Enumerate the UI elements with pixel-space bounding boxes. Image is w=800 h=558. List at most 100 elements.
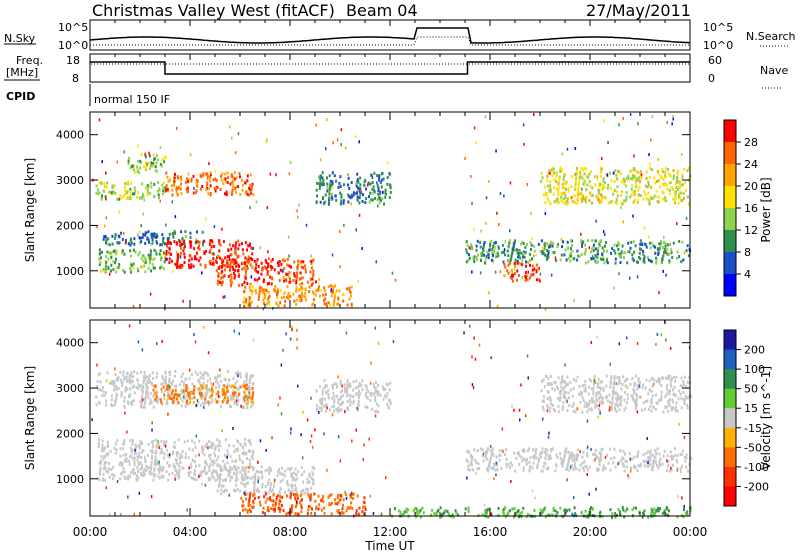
data-point xyxy=(179,465,181,468)
data-point xyxy=(210,184,212,187)
data-point xyxy=(570,255,572,258)
data-point xyxy=(549,180,551,183)
data-point xyxy=(631,184,633,187)
data-point xyxy=(472,468,474,471)
data-point xyxy=(244,261,246,264)
data-point xyxy=(532,448,534,451)
data-point xyxy=(650,186,652,189)
data-point xyxy=(572,459,574,462)
data-point xyxy=(301,291,303,294)
data-point xyxy=(161,451,163,454)
data-point xyxy=(604,261,606,264)
data-point xyxy=(620,172,622,175)
data-point xyxy=(626,508,628,511)
data-point xyxy=(131,400,133,403)
data-point xyxy=(283,280,285,283)
data-point xyxy=(635,507,637,510)
data-point xyxy=(243,477,245,480)
data-point xyxy=(531,258,533,261)
data-point xyxy=(196,230,198,233)
noise-point xyxy=(649,163,651,166)
data-point xyxy=(649,176,651,179)
noise-point xyxy=(527,183,529,186)
data-point xyxy=(192,459,194,462)
data-point xyxy=(503,512,505,515)
data-point xyxy=(298,513,300,516)
noise-point xyxy=(644,227,646,230)
data-point xyxy=(153,195,155,198)
data-point xyxy=(658,173,660,176)
noise-point xyxy=(296,346,298,349)
data-point xyxy=(626,378,628,381)
data-point xyxy=(103,238,105,241)
data-point xyxy=(618,508,620,511)
data-point xyxy=(112,268,114,271)
noise-point xyxy=(513,409,515,412)
data-point xyxy=(578,393,580,396)
data-point xyxy=(153,406,155,409)
data-point xyxy=(226,449,228,452)
data-point xyxy=(482,249,484,252)
power-panel-frame xyxy=(90,112,690,308)
data-point xyxy=(558,201,560,204)
data-point xyxy=(684,398,686,401)
data-point xyxy=(381,179,383,182)
data-point xyxy=(637,199,639,202)
data-point xyxy=(243,267,245,270)
noise-point xyxy=(471,202,473,205)
data-point xyxy=(558,377,560,380)
data-point xyxy=(662,411,664,414)
data-point xyxy=(329,188,331,191)
noise-point xyxy=(595,220,597,223)
data-point xyxy=(664,406,666,409)
data-point xyxy=(487,470,489,473)
data-point xyxy=(568,187,570,190)
data-point xyxy=(182,400,184,403)
noise-point xyxy=(311,255,313,258)
data-point xyxy=(197,380,199,383)
data-point xyxy=(633,240,635,243)
data-point xyxy=(329,304,331,307)
data-point xyxy=(283,296,285,299)
noise-point xyxy=(256,200,258,203)
data-point xyxy=(137,459,139,462)
data-point xyxy=(505,463,507,466)
data-point xyxy=(588,392,590,395)
noise-point xyxy=(316,124,318,127)
data-point xyxy=(609,172,611,175)
data-point xyxy=(175,389,177,392)
data-point xyxy=(682,183,684,186)
data-point xyxy=(241,283,243,286)
data-point xyxy=(174,173,176,176)
data-point xyxy=(172,236,174,239)
data-point xyxy=(502,244,504,247)
data-point xyxy=(377,193,379,196)
noise-point xyxy=(123,232,125,235)
data-point xyxy=(649,167,651,170)
noise-point xyxy=(471,271,473,274)
noise-point xyxy=(243,406,245,409)
data-point xyxy=(177,261,179,264)
data-point xyxy=(163,457,165,460)
data-point xyxy=(579,176,581,179)
data-point xyxy=(265,493,267,496)
data-point xyxy=(136,166,138,169)
noise-point xyxy=(464,157,466,160)
noise-point xyxy=(589,493,591,496)
data-point xyxy=(215,470,217,473)
data-point xyxy=(287,258,289,261)
data-point xyxy=(254,278,256,281)
noise-point xyxy=(290,161,292,164)
data-point xyxy=(655,257,657,260)
data-point xyxy=(652,453,654,456)
data-point xyxy=(115,258,117,261)
data-point xyxy=(615,174,617,177)
data-point xyxy=(542,406,544,409)
data-point xyxy=(181,192,183,195)
data-point xyxy=(597,247,599,250)
data-point xyxy=(339,404,341,407)
data-point xyxy=(347,506,349,509)
data-point xyxy=(213,469,215,472)
data-point xyxy=(357,186,359,189)
data-point xyxy=(151,236,153,239)
